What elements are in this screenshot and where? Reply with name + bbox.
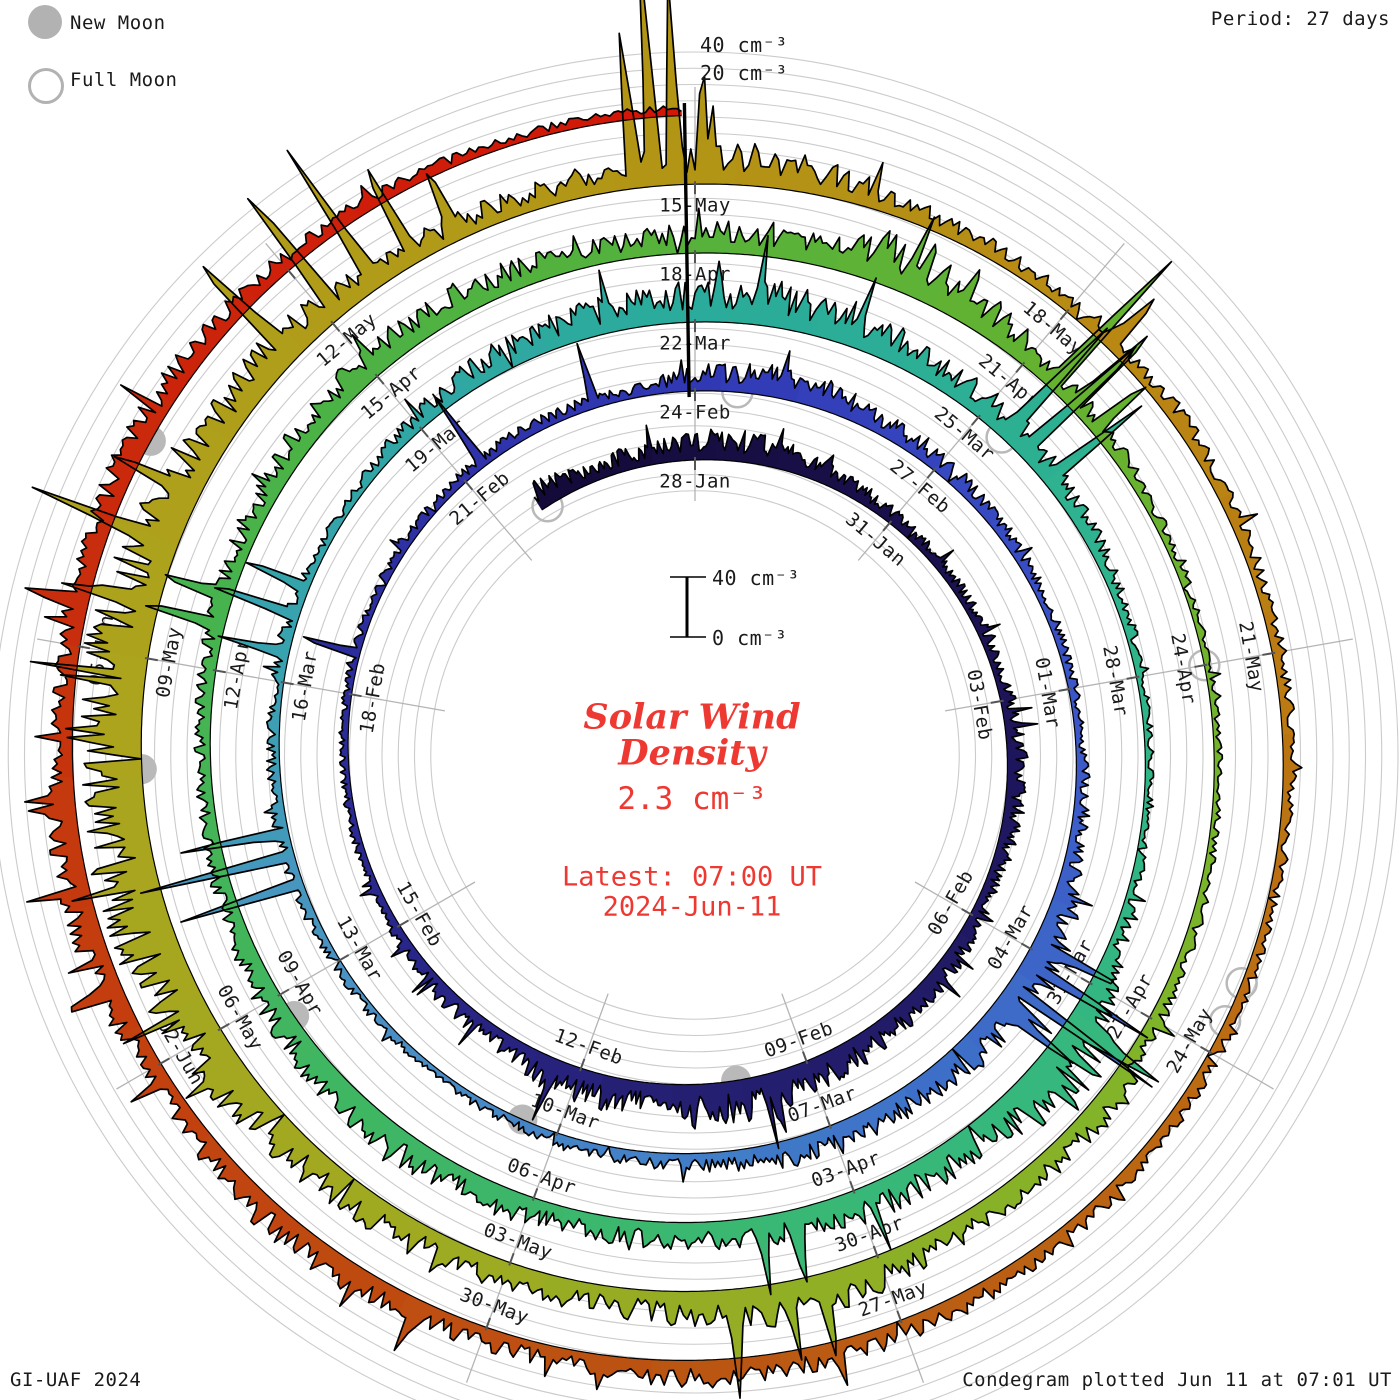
outer-scale-20-label: 20 cm⁻³ xyxy=(700,61,788,85)
latest-density-value: 2.3 cm⁻³ xyxy=(617,781,767,817)
density-trace xyxy=(23,0,1303,1399)
latest-time-line2: 2024-Jun-11 xyxy=(602,891,782,923)
legend-full-moon-label: Full Moon xyxy=(70,69,178,91)
credit-label: GI-UAF 2024 xyxy=(10,1369,142,1391)
date-label: 12-Apr xyxy=(220,637,254,711)
latest-time-line1: Latest: 07:00 UT xyxy=(561,861,823,893)
chart-title-line2: Density xyxy=(618,732,766,774)
date-label: 28-Jan xyxy=(659,471,731,493)
date-label: 15-May xyxy=(659,195,731,217)
date-label: 18-Apr xyxy=(659,264,731,286)
chart-title-line1: Solar Wind xyxy=(583,696,801,738)
legend-new-moon-label: New Moon xyxy=(70,12,166,34)
date-label: 01-Mar xyxy=(1030,656,1064,730)
new-moon-icon xyxy=(28,5,62,39)
outer-scale-40-label: 40 cm⁻³ xyxy=(700,33,788,57)
date-label: 16-Mar xyxy=(288,649,322,723)
date-label: 24-Apr xyxy=(1166,632,1200,706)
center-scale-40-label: 40 cm⁻³ xyxy=(712,566,800,590)
date-label: 28-Mar xyxy=(1098,644,1132,718)
full-moon-icon xyxy=(28,68,64,104)
date-label: 18-Feb xyxy=(356,661,390,735)
spiral-baseline xyxy=(71,115,1284,1361)
center-scale-0-label: 0 cm⁻³ xyxy=(712,626,788,650)
date-label: 21-Feb xyxy=(445,467,514,530)
baseline-ticks xyxy=(76,181,1276,1331)
date-label: 22-Mar xyxy=(659,333,731,355)
date-label: 09-May xyxy=(152,625,186,699)
date-label: 03-Feb xyxy=(962,668,996,742)
period-label: Period: 27 days xyxy=(1210,8,1390,30)
end-of-data-line xyxy=(682,103,691,398)
center-scale-bar xyxy=(670,576,706,638)
date-label: 21-May xyxy=(1234,620,1268,694)
date-label: 24-Feb xyxy=(659,402,731,424)
plotted-timestamp: Condegram plotted Jun 11 at 07:01 UT xyxy=(962,1369,1392,1391)
